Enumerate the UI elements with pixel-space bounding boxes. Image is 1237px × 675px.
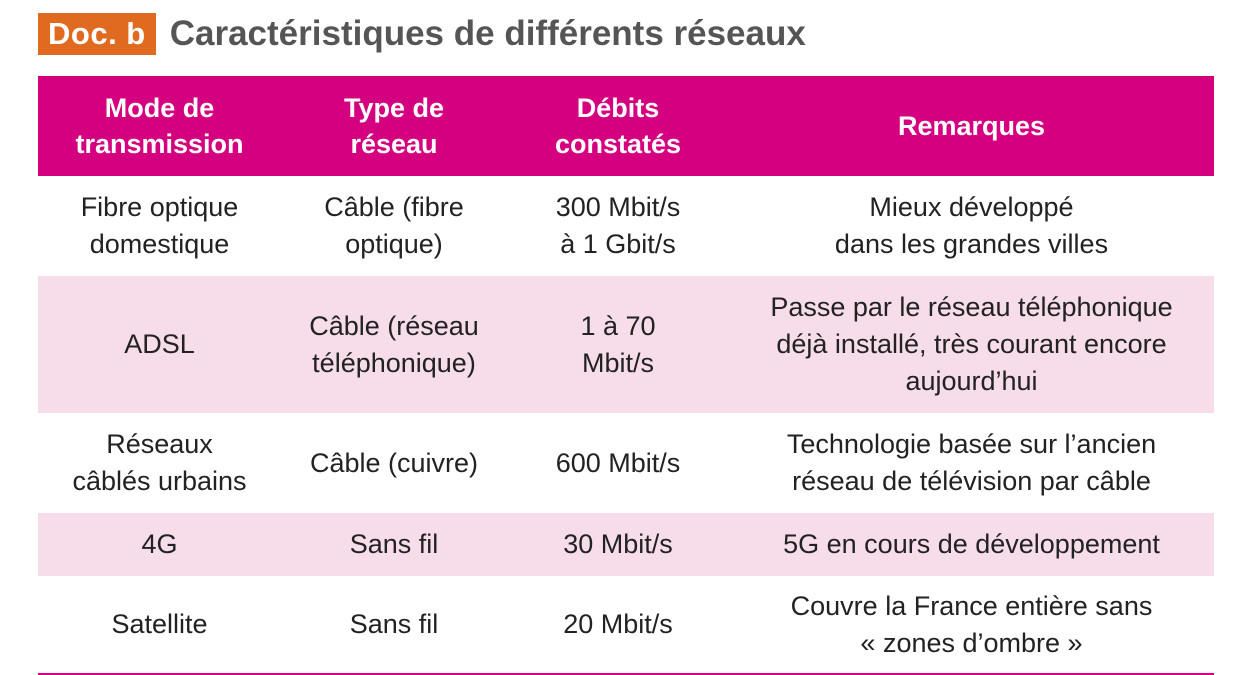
table-body: Fibre optique domestique Câble (fibre op… [38, 176, 1214, 673]
table-header-row: Mode de transmission Type de réseau Débi… [38, 76, 1214, 176]
cell-observed-speed: 20 Mbit/s [507, 576, 729, 673]
table-row: Fibre optique domestique Câble (fibre op… [38, 176, 1214, 276]
network-characteristics-table: Mode de transmission Type de réseau Débi… [38, 76, 1214, 673]
cell-remark: Passe par le réseau téléphonique déjà in… [729, 276, 1214, 413]
table-row: 4G Sans fil 30 Mbit/s 5G en cours de dév… [38, 513, 1214, 576]
column-header-transmission-mode: Mode de transmission [38, 76, 281, 176]
cell-observed-speed: 600 Mbit/s [507, 413, 729, 513]
cell-transmission-mode: Fibre optique domestique [38, 176, 281, 276]
column-header-observed-speeds: Débits constatés [507, 76, 729, 176]
cell-observed-speed: 1 à 70 Mbit/s [507, 276, 729, 413]
cell-network-type: Sans fil [281, 513, 507, 576]
cell-network-type: Sans fil [281, 576, 507, 673]
cell-transmission-mode: Satellite [38, 576, 281, 673]
cell-network-type: Câble (cuivre) [281, 413, 507, 513]
cell-remark: Couvre la France entière sans « zones d’… [729, 576, 1214, 673]
table-header: Mode de transmission Type de réseau Débi… [38, 76, 1214, 176]
cell-remark: Mieux développé dans les grandes villes [729, 176, 1214, 276]
cell-observed-speed: 300 Mbit/s à 1 Gbit/s [507, 176, 729, 276]
cell-network-type: Câble (fibre optique) [281, 176, 507, 276]
cell-remark: 5G en cours de développement [729, 513, 1214, 576]
table-row: ADSL Câble (réseau téléphonique) 1 à 70 … [38, 276, 1214, 413]
doc-label: Doc. b [38, 13, 156, 55]
column-header-remarks: Remarques [729, 76, 1214, 176]
column-header-network-type: Type de réseau [281, 76, 507, 176]
cell-network-type: Câble (réseau téléphonique) [281, 276, 507, 413]
table-row: Satellite Sans fil 20 Mbit/s Couvre la F… [38, 576, 1214, 673]
cell-transmission-mode: Réseaux câblés urbains [38, 413, 281, 513]
cell-transmission-mode: ADSL [38, 276, 281, 413]
cell-remark: Technologie basée sur l’ancien réseau de… [729, 413, 1214, 513]
table-row: Réseaux câblés urbains Câble (cuivre) 60… [38, 413, 1214, 513]
cell-transmission-mode: 4G [38, 513, 281, 576]
document-header: Doc. b Caractéristiques de différents ré… [38, 12, 806, 56]
document-title: Caractéristiques de différents réseaux [169, 14, 806, 53]
cell-observed-speed: 30 Mbit/s [507, 513, 729, 576]
table-bottom-rule [38, 673, 1214, 675]
